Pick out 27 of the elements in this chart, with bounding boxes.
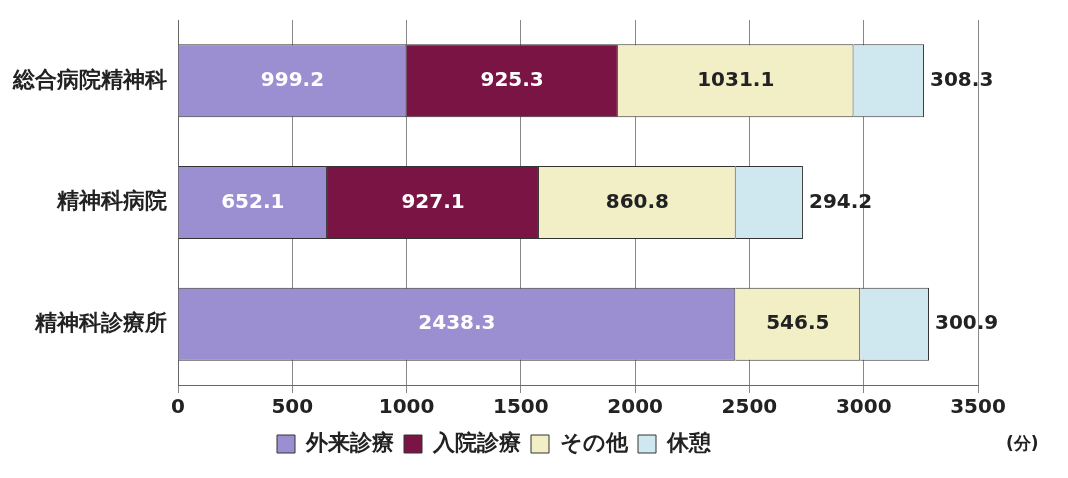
legend-label: その他 [560, 429, 629, 455]
y-tick-label: 精神科診療所 [34, 309, 167, 335]
data-label: 652.1 [221, 188, 285, 213]
x-tick-label: 3000 [835, 394, 892, 419]
y-tick-label: 精神科病院 [56, 188, 167, 214]
legend-label: 外来診療 [305, 429, 394, 455]
data-label: 300.9 [935, 310, 999, 335]
data-label: 546.5 [766, 310, 830, 335]
data-label: 927.1 [401, 188, 465, 213]
data-label: 860.8 [605, 188, 669, 213]
x-tick-label: 2000 [607, 394, 663, 419]
legend-label: 入院診療 [432, 429, 521, 455]
x-tick-label: 1000 [378, 394, 435, 419]
data-label: 1031.1 [697, 67, 775, 92]
data-label: 308.3 [930, 67, 994, 92]
x-tick-label: 0 [171, 394, 185, 419]
y-tick-label: 総合病院精神科 [12, 66, 167, 92]
x-tick-label: 3500 [950, 394, 1006, 419]
data-label: 294.2 [808, 188, 873, 213]
data-label: 2438.3 [418, 310, 496, 335]
data-label: 925.3 [480, 67, 544, 92]
x-axis-title: (分) [1006, 433, 1039, 454]
legend-label: 休憩 [666, 429, 711, 455]
x-tick-label: 500 [271, 394, 314, 419]
x-tick-label: 1500 [493, 394, 549, 419]
data-label: 999.2 [260, 67, 325, 92]
x-tick-label: 2500 [721, 394, 778, 419]
